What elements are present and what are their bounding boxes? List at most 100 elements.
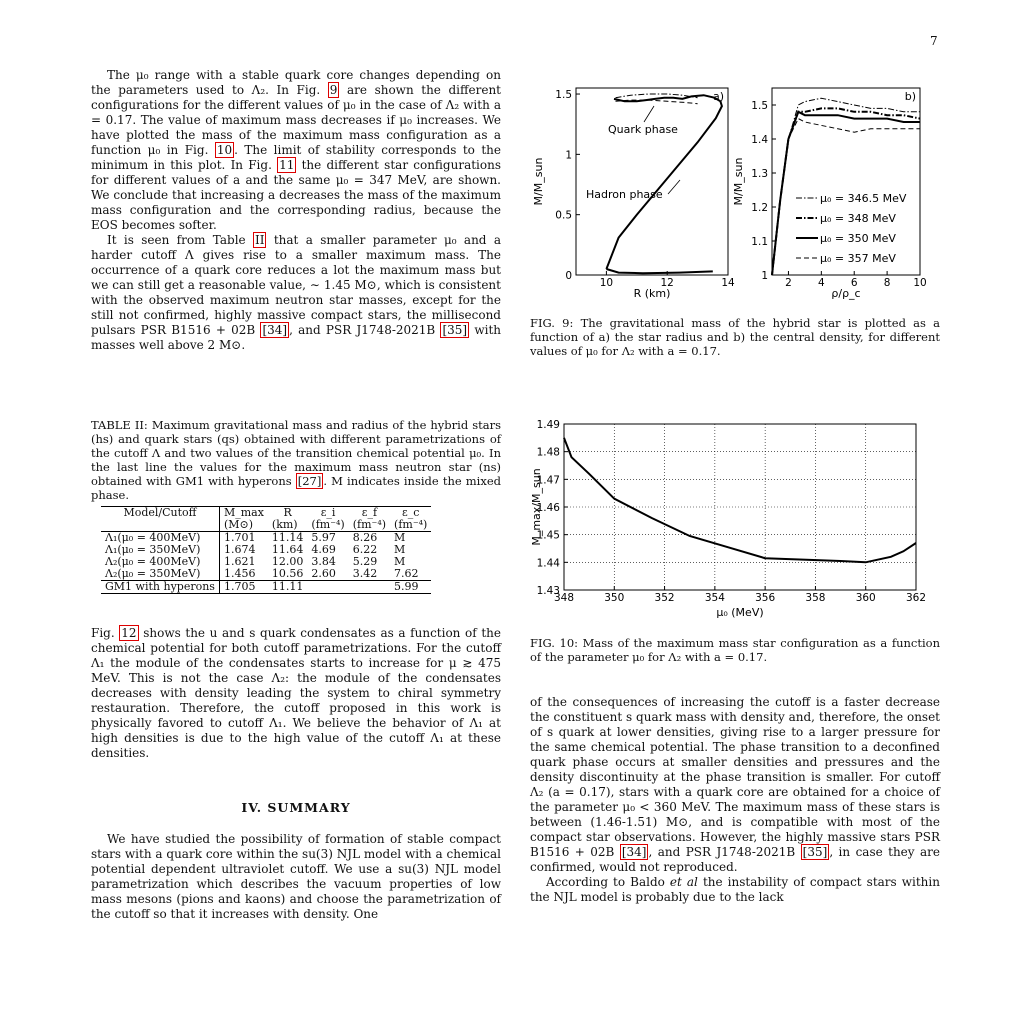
figure-9a-plot: 10 12 14 0 0.5 1 1.5 a) R (km) M/M_sun Quark phase…: [532, 87, 735, 300]
y-tick-label: 1.1: [751, 236, 768, 248]
table-unit: (fm⁻⁴): [348, 519, 391, 532]
paragraph-3: Fig. 12 shows the u and s quark condensa…: [91, 625, 501, 760]
table-header: M_max: [218, 506, 268, 519]
table-cell: Λ₂(μ₀ = 400MeV): [105, 555, 201, 568]
annotation-arrow: [643, 105, 655, 123]
y-tick-label: 1.3: [751, 168, 768, 180]
y-tick-label: 1: [565, 149, 572, 161]
ref-fig11[interactable]: 11: [277, 157, 297, 173]
legend-label: μ₀ = 346.5 MeV: [820, 192, 907, 205]
x-tick-label: 8: [884, 277, 891, 289]
table-row: Λ₁(μ₀ = 400MeV) 1.701 11.14 5.97 8.26 M: [101, 531, 431, 544]
y-axis-label: M/M_sun: [532, 158, 545, 206]
table-cell: 1.701: [218, 531, 268, 544]
y-tick-label: 1.48: [537, 447, 560, 459]
left-column-lower: Fig. 12 shows the u and s quark condensa…: [91, 625, 501, 761]
ref-34[interactable]: [34]: [260, 322, 290, 338]
x-tick-label: 2: [785, 277, 792, 289]
table-cell: M: [394, 531, 406, 544]
table-cell: 7.62: [394, 567, 419, 580]
ref-fig12[interactable]: 12: [119, 625, 139, 641]
table-unit: (M⊙): [218, 519, 268, 532]
y-tick-label: 1.45: [537, 530, 560, 542]
ref-35[interactable]: [35]: [440, 322, 470, 338]
ref-27[interactable]: [27]: [295, 473, 324, 489]
ref-fig9[interactable]: 9: [327, 82, 340, 98]
series-line: [615, 99, 698, 105]
x-tick-label: 348: [554, 592, 574, 604]
right-column: of the consequences of increasing the cu…: [530, 695, 940, 905]
x-axis-label: R (km): [634, 287, 671, 300]
table-header: Model/Cutoff: [101, 506, 220, 519]
plot-frame: [563, 423, 917, 591]
x-axis-label: μ₀ (MeV): [716, 606, 763, 619]
table-cell: [348, 580, 391, 594]
table-cell: 5.29: [352, 555, 378, 568]
table-row: Λ₂(μ₀ = 350MeV) 1.456 10.56 2.60 3.42 7.…: [101, 568, 431, 581]
paragraph-2: It is seen from Table II that a smaller …: [91, 232, 501, 352]
x-tick-label: 14: [721, 277, 735, 289]
table-cell: 3.84: [311, 555, 336, 568]
section-title: IV. SUMMARY: [241, 800, 351, 815]
table-cell: M: [394, 555, 406, 568]
y-tick-label: 1: [761, 270, 768, 282]
table-cell: 10.56: [271, 567, 304, 580]
table-cell: 1.705: [218, 580, 268, 594]
table-header: ε_c: [390, 506, 432, 519]
quark-phase-annotation: Quark phase: [608, 123, 678, 136]
table-2: Model/Cutoff M_max R ε_i ε_f ε_c (M⊙) (k…: [101, 506, 432, 594]
y-axis-label: M_max/M_sun: [530, 468, 543, 545]
series-line: [615, 93, 698, 99]
table-cell: M: [394, 543, 406, 556]
figure-10-plot: 348 350 352 354 356 358 360 362 1.43 1.44 1.45 1.46…: [530, 419, 926, 619]
ref-table2[interactable]: II: [253, 232, 267, 248]
y-tick-label: 1.5: [751, 100, 768, 112]
x-tick-label: 10: [913, 277, 926, 289]
table-cell: 8.26: [352, 531, 378, 544]
ref-34b[interactable]: [34]: [619, 844, 649, 860]
paragraph-1: The μ₀ range with a stable quark core ch…: [91, 68, 502, 232]
series-line: [606, 268, 713, 275]
panel-label: b): [905, 90, 916, 103]
table-unit: (fm⁻⁴): [390, 519, 432, 532]
page-number: 7: [930, 34, 938, 48]
table-cell: 4.69: [311, 543, 336, 556]
plot-frame: [575, 87, 729, 276]
x-tick-label: 354: [705, 592, 725, 604]
ref-35b[interactable]: [35]: [800, 844, 830, 860]
legend-label: μ₀ = 350 MeV: [820, 232, 896, 245]
table-unit: (fm⁻⁴): [307, 519, 349, 532]
table-cell: 1.621: [218, 556, 268, 568]
table-cell: 11.14: [271, 531, 304, 544]
table-cell: 1.674: [218, 544, 268, 556]
table-cell: 12.00: [271, 555, 304, 568]
x-tick-label: 350: [604, 592, 624, 604]
table-row: GM1 with hyperons 1.705 11.11 5.99: [101, 580, 432, 594]
y-tick-label: 1.4: [751, 134, 768, 146]
table-row: Λ₁(μ₀ = 350MeV) 1.674 11.64 4.69 6.22 M: [101, 544, 431, 556]
x-axis-label: ρ/ρ_c: [831, 287, 860, 300]
table-cell: 3.42: [352, 567, 378, 580]
x-tick-label: 352: [655, 592, 675, 604]
table-cell: GM1 with hyperons: [101, 580, 220, 594]
y-tick-label: 0: [565, 270, 572, 282]
table-cell: 2.60: [311, 567, 336, 580]
paragraph-4: We have studied the possibility of forma…: [91, 832, 501, 921]
figure-9-caption: FIG. 9: The gravitational mass of the hy…: [530, 316, 940, 358]
y-tick-label: 1.44: [537, 557, 561, 569]
y-tick-label: 1.47: [537, 474, 560, 486]
x-tick-label: 10: [600, 277, 613, 289]
ref-fig10[interactable]: 10: [214, 142, 235, 158]
table-cell: [307, 580, 349, 594]
panel-label: a): [713, 90, 724, 103]
table-header: R: [267, 506, 308, 519]
y-tick-label: 1.46: [537, 502, 561, 514]
table-cell: 1.456: [218, 568, 268, 581]
table-cell: 11.11: [267, 580, 308, 594]
paragraph-5: of the consequences of increasing the cu…: [530, 695, 940, 874]
y-axis-label: M/M_sun: [732, 158, 745, 206]
legend-label: μ₀ = 357 MeV: [820, 252, 896, 265]
y-tick-label: 1.43: [537, 585, 560, 597]
table-cell: Λ₁(μ₀ = 400MeV): [105, 531, 201, 544]
table-unit: (km): [267, 519, 308, 532]
